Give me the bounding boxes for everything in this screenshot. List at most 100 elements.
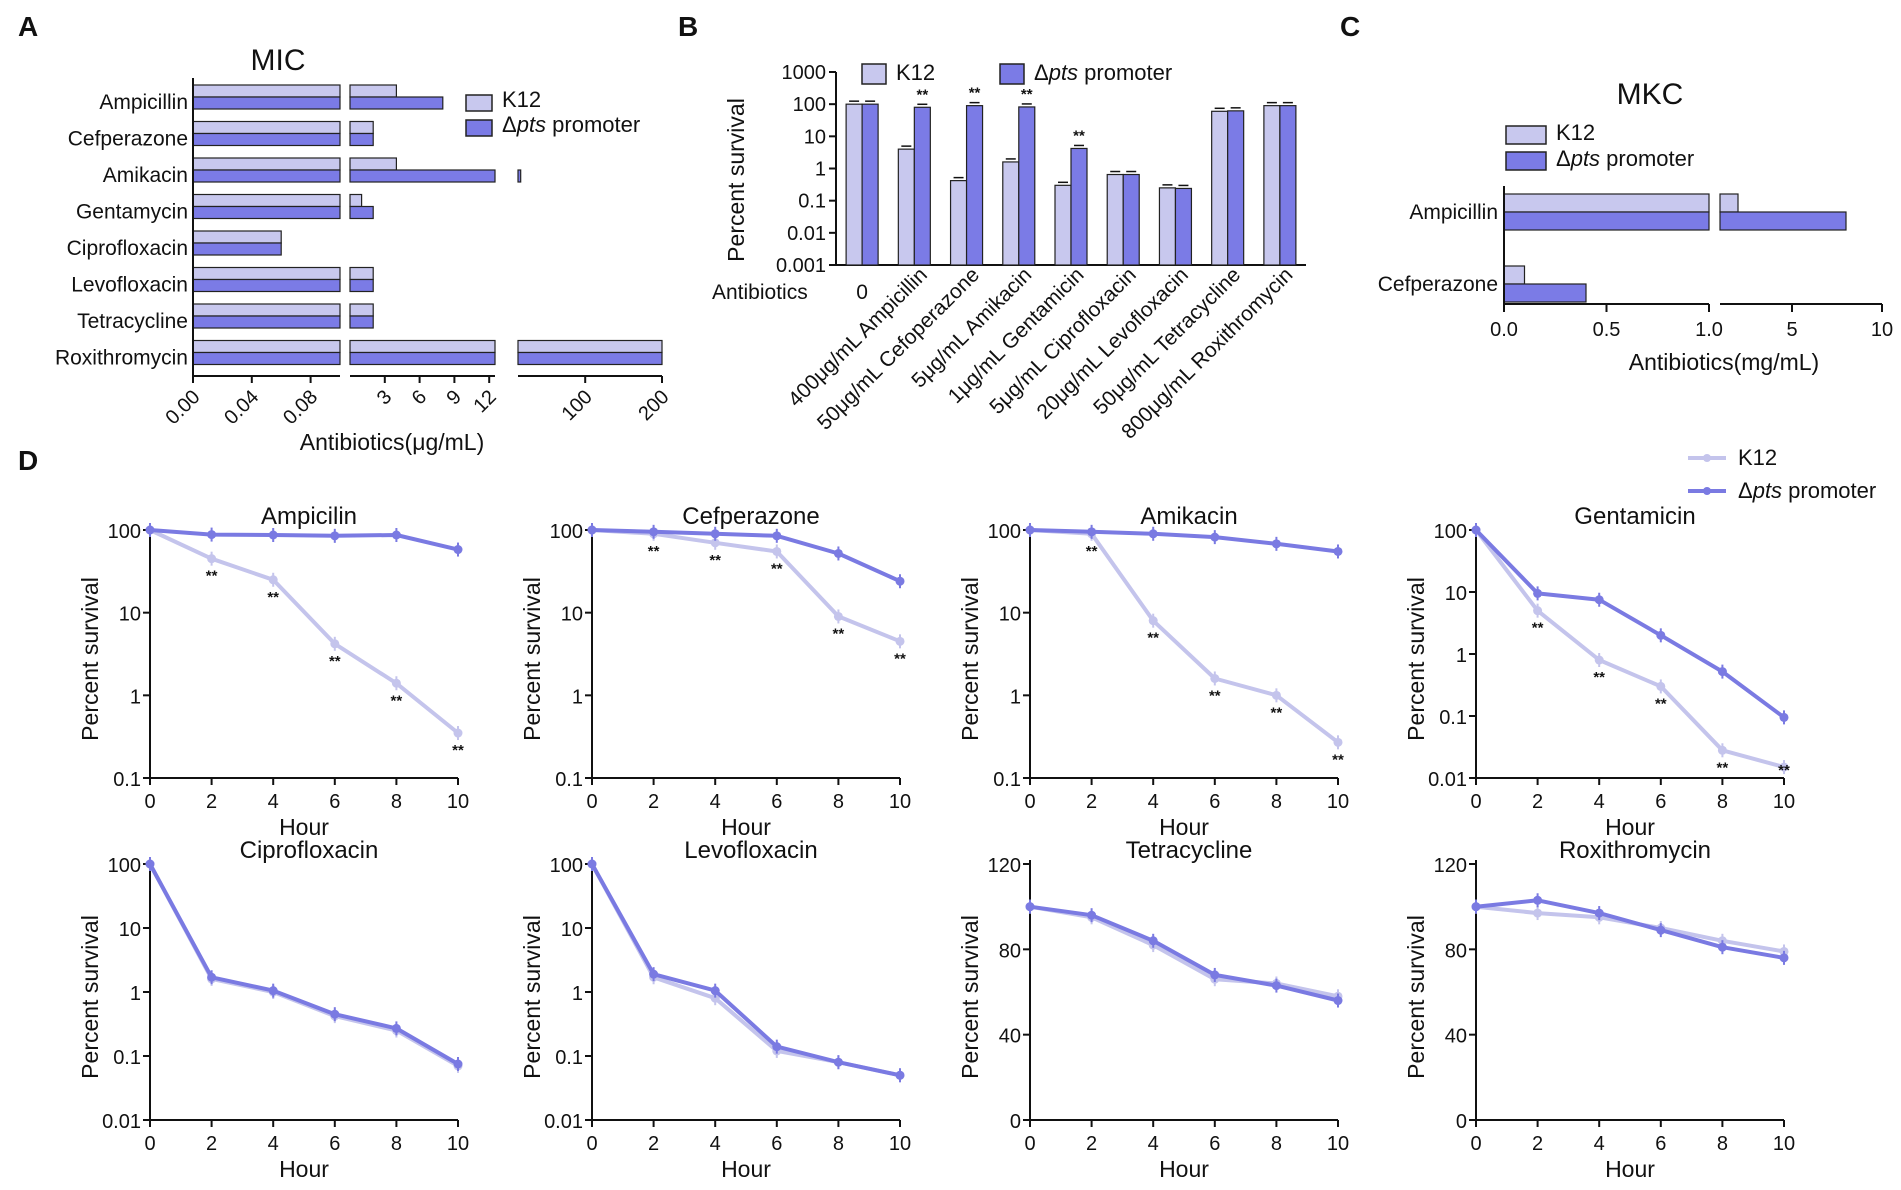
panel-c-bar <box>1503 193 1710 213</box>
panel-d-significance-mark: ** <box>329 653 341 670</box>
panel-a-xlabel: Antibiotics(μg/mL) <box>300 429 485 455</box>
panel-c-x-tick-label: 10 <box>1871 319 1893 341</box>
panel-d-ylabel: Percent survival <box>519 915 545 1079</box>
panel-b-y-tick-label: 1000 <box>782 62 827 84</box>
panel-c-legend-mutant-swatch <box>1505 151 1547 171</box>
panel-d-x-tick-label: 2 <box>648 1133 659 1155</box>
panel-d-y-tick-label: 1 <box>572 983 583 1005</box>
panel-d-x-tick-label: 10 <box>889 1133 911 1155</box>
panel-a-bar <box>192 230 282 244</box>
panel-b-bar <box>897 148 915 266</box>
panel-d-x-tick-label: 10 <box>447 1133 469 1155</box>
panel-d-y-tick-label: 0.1 <box>113 1047 141 1069</box>
panel-b-bar <box>1122 173 1140 266</box>
panel-d-point-k12 <box>772 546 782 556</box>
panel-d-x-tick-label: 4 <box>710 1133 721 1155</box>
panel-d-point-k12 <box>1210 673 1220 683</box>
panel-d-significance-mark: ** <box>1209 687 1221 704</box>
panel-a-x-tick-label: 6 <box>408 386 431 409</box>
panel-d-line-k12 <box>1029 528 1340 744</box>
panel-d-point-mutant <box>649 527 659 537</box>
panel-d-x-tick-label: 4 <box>1148 1133 1159 1155</box>
panel-d-point-k12 <box>1779 762 1789 772</box>
panel-a-x-tick-label: 100 <box>558 386 597 425</box>
panel-a-bar <box>517 351 663 366</box>
panel-b-bar <box>1211 110 1229 266</box>
panel-a-bar <box>192 169 341 183</box>
panel-letter-d: D <box>18 445 38 476</box>
panel-d-point-mutant <box>1087 527 1097 537</box>
panel-d-x-tick-label: 4 <box>710 791 721 813</box>
panel-d-point-k12 <box>1533 606 1543 616</box>
panel-c-x-tick-label: 0.0 <box>1490 319 1518 341</box>
panel-d-y-tick-label: 1 <box>572 686 583 708</box>
panel-d-point-mutant <box>1656 925 1666 935</box>
panel-a-bar <box>192 157 341 171</box>
panel-d-legend-suffix: promoter <box>1782 478 1876 503</box>
panel-b-y-tick-label: 0.001 <box>776 255 826 277</box>
panel-d-x-tick-label: 8 <box>1717 1133 1728 1155</box>
panel-d-significance-mark: ** <box>771 560 783 577</box>
panel-a-bar <box>349 278 374 293</box>
panel-a-x-tick-label: 200 <box>634 386 673 425</box>
panel-d-x-tick-label: 2 <box>206 791 217 813</box>
panel-d-y-tick-label: 100 <box>108 855 141 877</box>
panel-b-bar <box>1070 147 1088 266</box>
panel-a-bar <box>192 351 341 366</box>
panel-d-y-tick-label: 10 <box>999 604 1021 626</box>
panel-a-bar <box>349 84 398 98</box>
panel-d-y-tick-label: 0.01 <box>544 1111 583 1133</box>
panel-d-line-mutant <box>1029 904 1339 1003</box>
panel-d-y-tick-label: 10 <box>119 604 141 626</box>
panel-a-bar <box>517 339 663 354</box>
panel-d-point-mutant <box>1717 667 1727 677</box>
panel-d-significance-mark: ** <box>709 552 721 569</box>
panel-d-y-tick-label: 10 <box>1445 583 1467 605</box>
panel-a-bar <box>192 242 282 256</box>
panel-d-point-k12 <box>1656 681 1666 691</box>
panel-b-significance-mark: ** <box>1073 127 1085 144</box>
panel-d-plot-roxithromycin: Roxithromycin 120 80 40 00 2 4 6 8 10 Hour Percent … <box>1403 837 1795 1182</box>
panel-c-legend-mutant-delta: Δ <box>1556 146 1571 171</box>
panel-d-point-mutant <box>1148 936 1158 946</box>
panel-d-point-mutant <box>207 972 217 982</box>
panel-d-y-tick-label: 0 <box>1456 1111 1467 1133</box>
panel-c-legend-mutant-italic: pts <box>1570 146 1600 171</box>
panel-d-y-tick-label: 40 <box>999 1026 1021 1048</box>
panel-d-plot-title: Ampicilin <box>261 503 357 530</box>
panel-d-plot-title: Ciprofloxacin <box>240 837 379 864</box>
panel-d-plot-title: Tetracycline <box>1126 837 1253 864</box>
panel-a-bar <box>349 120 374 135</box>
panel-c-bar <box>1503 265 1526 285</box>
panel-d-plot-ciprofloxacin: Ciprofloxacin 100 10 1 0.1 0.010 2 4 6 8 10 Hour Per… <box>77 837 469 1182</box>
panel-c-category-label: Cefperazone <box>1378 273 1498 296</box>
panel-d-point-mutant <box>1779 953 1789 963</box>
panel-d-significance-mark: ** <box>1086 543 1098 560</box>
panel-d-significance-mark: ** <box>1271 704 1283 721</box>
panel-d-line-mutant <box>1474 528 1786 720</box>
panel-d-x-tick-label: 2 <box>1532 791 1543 813</box>
panel-d-x-tick-label: 10 <box>889 791 911 813</box>
panel-d-y-tick-label: 100 <box>108 521 141 543</box>
panel-a-legend-k12-swatch <box>465 94 493 112</box>
panel-d-y-tick-label: 0.1 <box>113 769 141 791</box>
panel-d-x-tick-label: 4 <box>268 791 279 813</box>
panel-d-significance-mark: ** <box>391 692 403 709</box>
panel-d-x-tick-label: 10 <box>1327 1133 1349 1155</box>
panel-d-y-tick-label: 80 <box>999 940 1021 962</box>
panel-d-point-mutant <box>330 1009 340 1019</box>
panel-d-significance-mark: ** <box>1717 759 1729 776</box>
panel-a-category-label: Tetracycline <box>77 310 188 333</box>
panel-d-y-tick-label: 100 <box>988 521 1021 543</box>
panel-d-legend-k12-marker <box>1703 454 1711 462</box>
panel-d-point-mutant <box>1148 529 1158 539</box>
panel-d-x-tick-label: 8 <box>1717 791 1728 813</box>
panel-c-bar <box>1719 211 1847 231</box>
panel-b-legend-mutant-suffix: promoter <box>1078 60 1172 85</box>
panel-a-bar <box>349 169 496 183</box>
panel-a-bar <box>517 169 522 183</box>
